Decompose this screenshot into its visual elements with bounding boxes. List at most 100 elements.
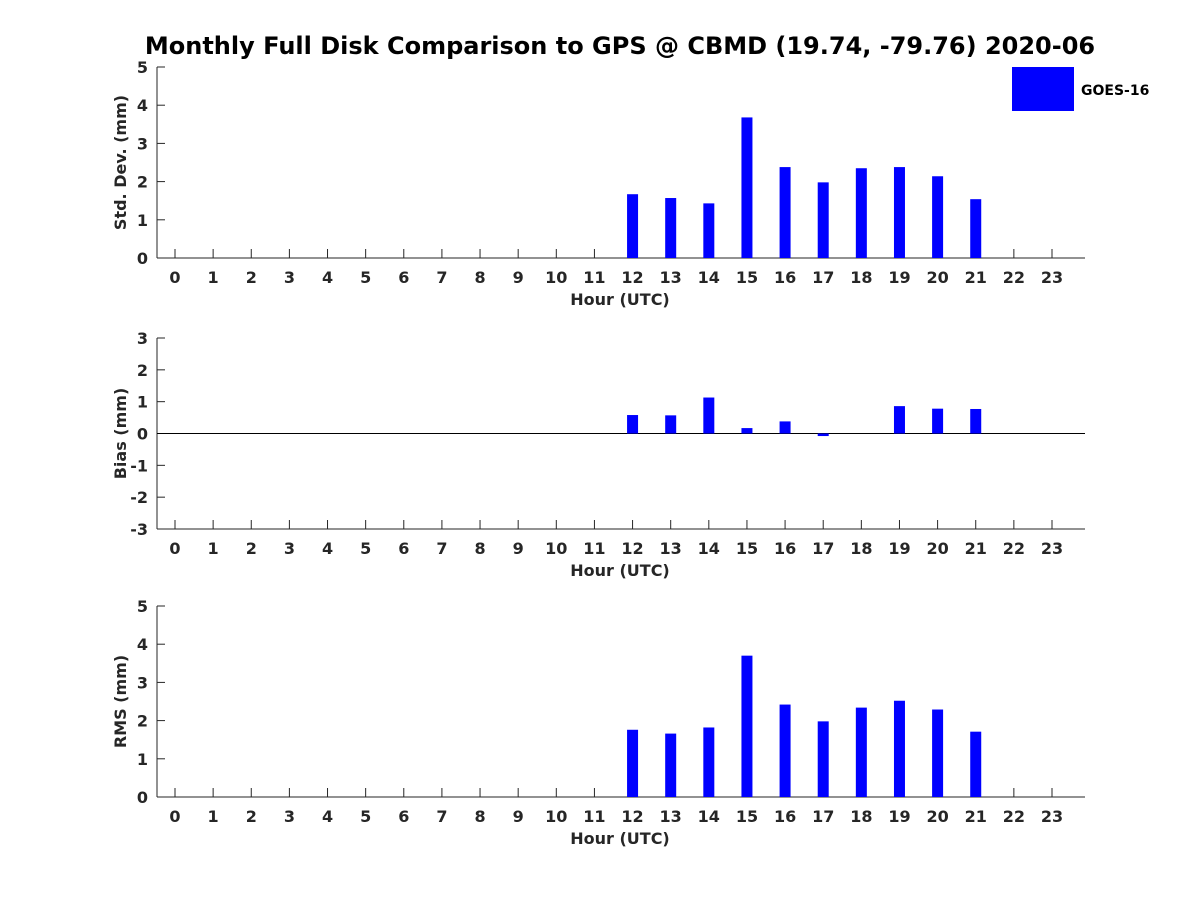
- x-tick-label: 13: [660, 268, 682, 287]
- bar-hour-18: [855, 707, 867, 797]
- x-tick-label: 7: [436, 268, 447, 287]
- x-tick-label: 21: [965, 539, 987, 558]
- y-tick-label: 2: [137, 712, 148, 731]
- x-tick-label: 6: [398, 807, 409, 826]
- x-tick-label: 4: [322, 807, 333, 826]
- x-tick-label: 2: [246, 539, 257, 558]
- legend-label: GOES-16: [1081, 83, 1149, 99]
- x-tick-label: 12: [621, 807, 643, 826]
- y-tick-label: 3: [137, 329, 148, 348]
- x-tick-label: 7: [436, 807, 447, 826]
- bar-hour-15: [741, 117, 753, 258]
- x-tick-label: 23: [1041, 539, 1063, 558]
- x-tick-label: 4: [322, 539, 333, 558]
- bar-hour-20: [932, 176, 944, 258]
- x-tick-label: 10: [545, 807, 567, 826]
- x-tick-label: 0: [169, 539, 180, 558]
- x-tick-label: 1: [208, 539, 219, 558]
- y-tick-label: 4: [137, 635, 148, 654]
- x-tick-label: 19: [888, 539, 910, 558]
- x-tick-label: 17: [812, 268, 834, 287]
- x-tick-label: 16: [774, 268, 796, 287]
- bar-hour-14: [703, 397, 715, 434]
- bar-hour-16: [779, 167, 791, 258]
- y-tick-label: 2: [137, 361, 148, 380]
- x-tick-label: 22: [1003, 539, 1025, 558]
- x-tick-label: 17: [812, 539, 834, 558]
- x-tick-label: 9: [513, 539, 524, 558]
- x-tick-label: 18: [850, 539, 872, 558]
- y-tick-label: 1: [137, 750, 148, 769]
- bar-hour-21: [970, 199, 982, 258]
- x-tick-label: 0: [169, 268, 180, 287]
- x-tick-label: 2: [246, 268, 257, 287]
- y-axis-label: Std. Dev. (mm): [111, 95, 130, 230]
- x-tick-label: 18: [850, 807, 872, 826]
- x-tick-label: 5: [360, 268, 371, 287]
- y-tick-label: -1: [130, 456, 148, 475]
- bar-hour-16: [779, 704, 791, 797]
- bar-hour-14: [703, 727, 715, 797]
- y-tick-label: 4: [137, 96, 148, 115]
- x-tick-label: 12: [621, 539, 643, 558]
- x-tick-label: 20: [926, 807, 948, 826]
- y-tick-label: 5: [137, 597, 148, 616]
- x-tick-label: 10: [545, 268, 567, 287]
- x-tick-label: 12: [621, 268, 643, 287]
- bar-hour-15: [741, 428, 753, 434]
- x-tick-label: 20: [926, 268, 948, 287]
- legend: GOES-16: [1012, 67, 1149, 111]
- x-tick-label: 13: [660, 807, 682, 826]
- y-tick-label: 0: [137, 425, 148, 444]
- bar-hour-19: [893, 406, 905, 434]
- chart-title: Monthly Full Disk Comparison to GPS @ CB…: [145, 32, 1095, 60]
- bar-hour-16: [779, 421, 791, 434]
- x-tick-label: 16: [774, 807, 796, 826]
- x-tick-label: 14: [698, 539, 720, 558]
- y-tick-label: 1: [137, 211, 148, 230]
- x-tick-label: 9: [513, 268, 524, 287]
- x-tick-label: 0: [169, 807, 180, 826]
- x-tick-label: 23: [1041, 268, 1063, 287]
- x-tick-label: 23: [1041, 807, 1063, 826]
- x-tick-label: 15: [736, 539, 758, 558]
- x-tick-label: 1: [208, 268, 219, 287]
- bar-hour-12: [627, 415, 639, 434]
- bar-hour-17: [817, 433, 829, 437]
- x-tick-label: 9: [513, 807, 524, 826]
- bar-hour-20: [932, 709, 944, 797]
- x-tick-label: 15: [736, 268, 758, 287]
- bar-hour-21: [970, 731, 982, 797]
- x-tick-label: 17: [812, 807, 834, 826]
- bar-hour-19: [893, 700, 905, 797]
- bar-hour-12: [627, 729, 639, 797]
- x-tick-label: 4: [322, 268, 333, 287]
- bar-hour-14: [703, 203, 715, 258]
- y-tick-label: -2: [130, 488, 148, 507]
- bar-hour-17: [817, 721, 829, 797]
- x-tick-label: 8: [474, 807, 485, 826]
- y-tick-label: 5: [137, 58, 148, 77]
- legend-swatch-goes-16: [1012, 67, 1074, 111]
- x-axis-label: Hour (UTC): [570, 829, 670, 848]
- x-tick-label: 1: [208, 807, 219, 826]
- bar-hour-12: [627, 194, 639, 258]
- x-tick-label: 11: [583, 807, 605, 826]
- x-tick-label: 20: [926, 539, 948, 558]
- x-axis-label: Hour (UTC): [570, 561, 670, 580]
- bar-hour-13: [665, 733, 677, 797]
- x-tick-label: 7: [436, 539, 447, 558]
- x-tick-label: 8: [474, 268, 485, 287]
- bar-hour-13: [665, 198, 677, 258]
- x-tick-label: 19: [888, 268, 910, 287]
- y-axis-label: Bias (mm): [111, 388, 130, 480]
- bar-hour-19: [893, 167, 905, 258]
- x-tick-label: 14: [698, 268, 720, 287]
- x-tick-label: 3: [284, 268, 295, 287]
- y-tick-label: 2: [137, 173, 148, 192]
